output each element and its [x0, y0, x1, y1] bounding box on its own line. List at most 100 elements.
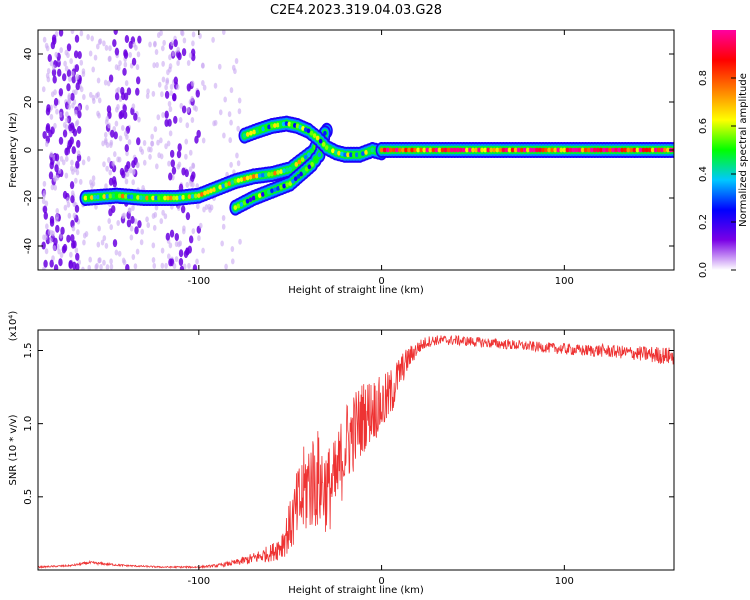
spectrogram-noise-speckle: [59, 251, 64, 258]
spectrogram-noise-speckle: [51, 230, 55, 237]
spectrogram-noise-speckle: [145, 216, 149, 223]
spectrogram-noise-speckle: [118, 135, 123, 142]
spectrogram-trace-2: [242, 133, 247, 139]
spectrogram-noise-speckle: [76, 139, 81, 148]
spectrogram-trace-2: [337, 150, 341, 156]
spectrogram-noise-speckle: [49, 218, 55, 227]
spectrogram-noise-speckle: [86, 34, 90, 41]
spectrogram-noise-speckle: [71, 225, 76, 232]
spectrogram-noise-speckle: [168, 54, 172, 61]
spectrogram-noise-speckle: [54, 153, 60, 162]
spectrogram-trace-1: [260, 192, 265, 197]
spectrogram-trace-2: [367, 148, 372, 154]
spectrogram-trace-1: [239, 202, 244, 207]
spectrogram-trace-3: [647, 147, 652, 153]
snr-x-label: Height of straight line (km): [288, 585, 424, 596]
spectrogram-noise-speckle: [101, 140, 105, 147]
spectrogram-noise-speckle: [131, 169, 136, 176]
spectrogram-trace-3: [507, 147, 512, 153]
spectrogram-noise-speckle: [62, 129, 68, 138]
spectrogram-trace-3: [574, 147, 579, 153]
spectrogram-noise-speckle: [61, 245, 67, 254]
spectrogram-trace-0: [117, 193, 122, 199]
snr-y-multiplier: (x10⁴): [8, 311, 19, 342]
spectrogram-noise-speckle: [195, 183, 200, 190]
spectrogram-noise-speckle: [50, 126, 55, 135]
spectrogram-noise-speckle: [156, 139, 160, 146]
colorbar-tick-label: 0.6: [698, 118, 709, 134]
spectrogram-trace-3: [513, 147, 518, 153]
spectrogram-trace-1: [276, 186, 280, 191]
spectrogram-y-label: Frequency (Hz): [8, 112, 19, 188]
spectrogram-noise-speckle: [167, 118, 172, 127]
spectrogram-noise-speckle: [161, 60, 165, 67]
spectrogram-noise-speckle: [171, 50, 175, 57]
spectrogram-noise-speckle: [166, 69, 170, 76]
spectrogram-noise-speckle: [81, 266, 85, 270]
spectrogram-trace-1: [267, 189, 271, 195]
spectrogram-trace-3: [510, 147, 515, 153]
spectrogram-noise-speckle: [164, 143, 168, 150]
spectrogram-noise-speckle: [178, 249, 184, 258]
spectrogram-trace-3: [629, 147, 634, 153]
spectrogram-trace-3: [571, 147, 576, 153]
spectrogram-noise-speckle: [96, 241, 101, 248]
spectrogram-noise-speckle: [131, 57, 137, 66]
spectrogram-noise-speckle: [74, 64, 80, 73]
spectrogram-noise-speckle: [165, 77, 170, 84]
spectrogram-noise-speckle: [102, 40, 106, 47]
spectrogram-noise-speckle: [220, 240, 224, 247]
spectrogram-noise-speckle: [169, 229, 175, 238]
spectrogram-noise-speckle: [131, 103, 136, 110]
spectrogram-noise-speckle: [126, 219, 132, 228]
spectrogram-noise-speckle: [124, 80, 129, 87]
spectrogram-noise-speckle: [62, 121, 67, 128]
spectrogram-trace-2: [301, 125, 305, 131]
spectrogram-trace-0: [142, 195, 146, 201]
spectrogram-noise-speckle: [45, 45, 50, 52]
spectrogram-noise-speckle: [170, 40, 174, 47]
spectrogram-noise-speckle: [131, 179, 135, 186]
spectrogram-noise-speckle: [164, 84, 168, 91]
spectrogram-trace-0: [288, 166, 293, 172]
spectrogram-noise-speckle: [141, 185, 145, 192]
spectrogram-noise-speckle: [45, 123, 51, 132]
spectrogram-noise-speckle: [112, 179, 117, 188]
spectrogram-noise-speckle: [168, 106, 173, 113]
spectrogram-trace-1: [248, 197, 253, 203]
spectrogram-trace-3: [449, 147, 454, 153]
spectrogram-trace-0: [166, 195, 170, 201]
spectrogram-trace-1: [293, 176, 298, 182]
spectrogram-noise-speckle: [160, 247, 165, 254]
spectrogram-trace-1: [279, 184, 283, 190]
figure-title: C2E4.2023.319.04.03.G28: [270, 3, 442, 18]
spectrogram-noise-speckle: [127, 207, 132, 214]
spectrogram-trace-2: [315, 135, 320, 141]
spectrogram-noise-speckle: [108, 177, 114, 186]
spectrogram-trace-3: [547, 147, 551, 153]
spectrogram-noise-speckle: [44, 234, 48, 241]
snr-panel: -100 0 100 0.5 1.0 1.5 Height of straight li…: [8, 311, 675, 596]
spectrogram-noise-speckle: [223, 96, 227, 103]
spectrogram-trace-1: [310, 162, 314, 167]
spectrogram-trace-2: [295, 123, 300, 129]
spectrogram-trace-3: [440, 147, 445, 153]
spectrogram-noise-speckle: [159, 137, 163, 144]
spectrogram-noise-speckle: [186, 60, 191, 67]
spectrogram-noise-speckle: [111, 160, 116, 167]
spectrogram-noise-speckle: [181, 48, 187, 57]
spectrogram-noise-speckle: [64, 155, 69, 162]
spectrogram-noise-speckle: [91, 180, 96, 187]
spectrogram-trace-3: [666, 147, 670, 153]
spectrogram-noise-speckle: [133, 218, 138, 225]
spectrogram-noise-speckle: [52, 75, 57, 84]
spectrogram-trace-0: [200, 192, 204, 197]
spectrogram-trace-2: [264, 125, 268, 131]
spectrogram-trace-3: [395, 147, 399, 153]
spectrogram-trace-3: [455, 147, 460, 153]
spectrogram-noise-speckle: [191, 31, 196, 38]
spectrogram-trace-3: [525, 147, 530, 153]
spectrogram-noise-speckle: [160, 262, 165, 269]
y-tick-label: 40: [23, 48, 34, 61]
spectrogram-trace-2: [249, 130, 253, 136]
